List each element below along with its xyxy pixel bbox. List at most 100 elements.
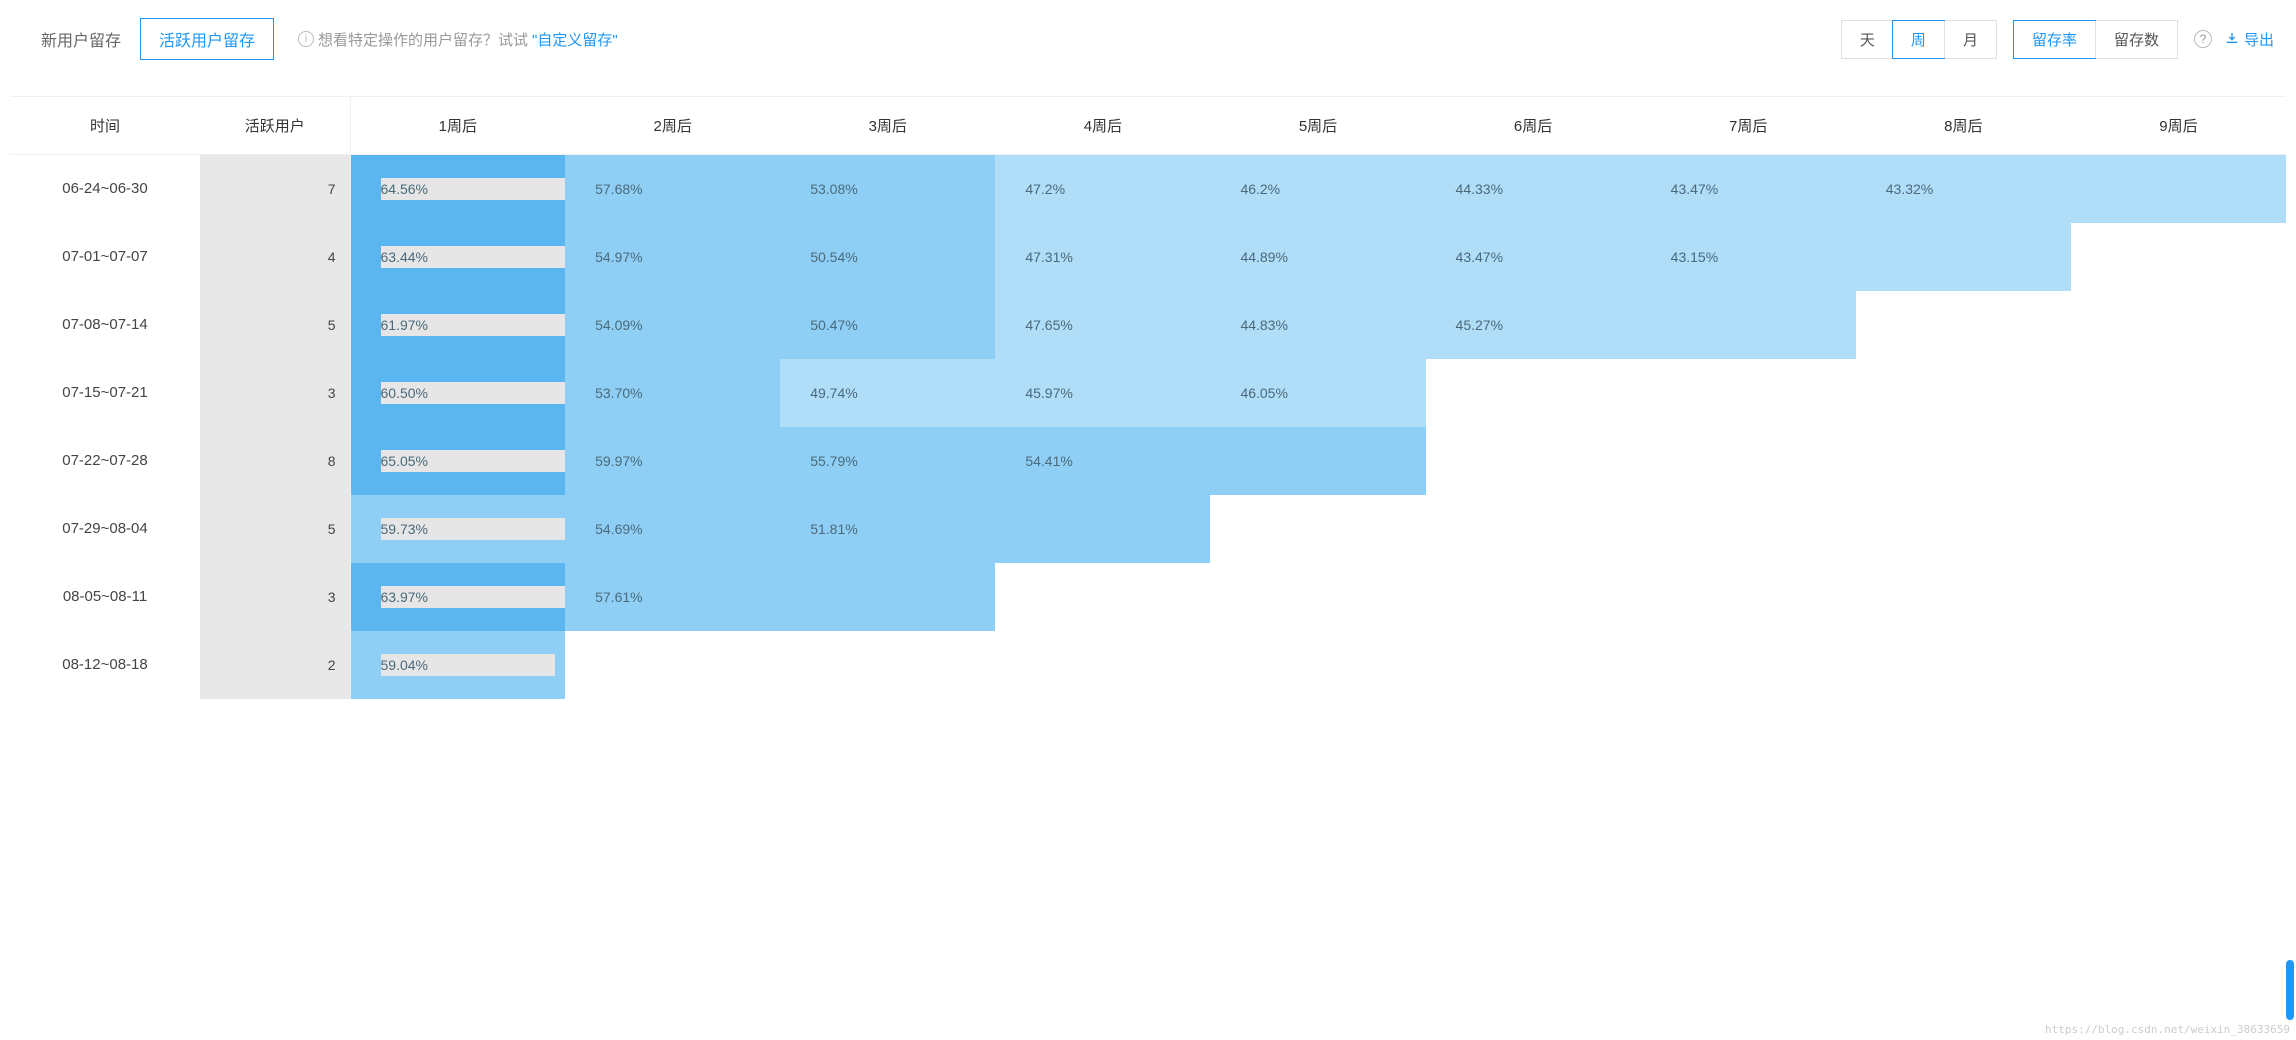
cell-time: 07-01~07-07 (10, 223, 200, 291)
cell-week-5 (1210, 563, 1425, 631)
seg-week[interactable]: 周 (1892, 20, 1945, 59)
cell-week-1: 61.97% (350, 291, 565, 359)
retention-value: 43.15% (1671, 249, 1718, 265)
cell-time: 08-05~08-11 (10, 563, 200, 631)
col-header-week-4: 4周后 (995, 97, 1210, 155)
cell-week-3: 49.74% (780, 359, 995, 427)
cell-week-9 (2071, 563, 2286, 631)
retention-value: 57.68% (595, 181, 642, 197)
retention-value: 54.69% (595, 521, 642, 537)
cell-week-3 (780, 631, 995, 699)
export-label: 导出 (2244, 29, 2274, 50)
retention-table: 时间 活跃用户 1周后2周后3周后4周后5周后6周后7周后8周后9周后 06-2… (10, 97, 2286, 699)
cell-time: 07-15~07-21 (10, 359, 200, 427)
retention-value: 43.47% (1456, 249, 1503, 265)
seg-day[interactable]: 天 (1842, 21, 1893, 58)
cell-active-users: 8 (200, 427, 350, 495)
col-header-week-1: 1周后 (350, 97, 565, 155)
custom-retention-link[interactable]: "自定义留存" (532, 29, 618, 50)
hint-text: i 想看特定操作的用户留存？试试 "自定义留存" (298, 29, 618, 50)
cell-week-7 (1641, 563, 1856, 631)
retention-table-wrap: 时间 活跃用户 1周后2周后3周后4周后5周后6周后7周后8周后9周后 06-2… (10, 96, 2286, 699)
retention-value: 54.97% (595, 249, 642, 265)
retention-value: 51.81% (810, 521, 857, 537)
retention-value: 44.83% (1240, 317, 1287, 333)
export-icon (2224, 31, 2240, 47)
user-type-tabs: 新用户留存 活跃用户留存 (22, 18, 274, 60)
col-header-users: 活跃用户 (200, 97, 350, 155)
scroll-indicator[interactable] (2286, 960, 2294, 1020)
cell-week-6 (1426, 495, 1641, 563)
retention-value: 47.65% (1025, 317, 1072, 333)
cell-week-3: 55.79% (780, 427, 995, 495)
cell-week-2: 53.70% (565, 359, 780, 427)
cell-week-4: 45.97% (995, 359, 1210, 427)
period-segments: 天 周 月 (1841, 20, 1997, 59)
cell-week-3: 51.81% (780, 495, 995, 563)
retention-value: 64.56% (381, 181, 428, 197)
cell-week-7 (1641, 427, 1856, 495)
col-header-week-5: 5周后 (1210, 97, 1425, 155)
cell-week-8 (1856, 223, 2071, 291)
retention-value: 59.97% (595, 453, 642, 469)
cell-week-6: 44.33% (1426, 155, 1641, 223)
seg-rate[interactable]: 留存率 (2013, 20, 2096, 59)
cell-week-5 (1210, 631, 1425, 699)
cell-week-2: 57.68% (565, 155, 780, 223)
seg-count[interactable]: 留存数 (2095, 21, 2177, 58)
cell-active-users: 5 (200, 495, 350, 563)
seg-month[interactable]: 月 (1944, 21, 1996, 58)
cell-week-8 (1856, 427, 2071, 495)
cell-time: 07-08~07-14 (10, 291, 200, 359)
cell-week-6 (1426, 427, 1641, 495)
metric-segments: 留存率 留存数 (2013, 20, 2178, 59)
retention-value: 53.70% (595, 385, 642, 401)
retention-value: 44.89% (1240, 249, 1287, 265)
cell-week-4 (995, 631, 1210, 699)
cell-week-4 (995, 495, 1210, 563)
cell-week-6 (1426, 359, 1641, 427)
cell-week-2: 54.97% (565, 223, 780, 291)
toolbar: 新用户留存 活跃用户留存 i 想看特定操作的用户留存？试试 "自定义留存" 天 … (10, 10, 2286, 68)
watermark: https://blog.csdn.net/weixin_38633659 (2045, 1023, 2290, 1036)
retention-value: 55.79% (810, 453, 857, 469)
cell-active-users: 2 (200, 631, 350, 699)
cell-active-users: 3 (200, 563, 350, 631)
retention-value: 44.33% (1456, 181, 1503, 197)
retention-value: 45.27% (1456, 317, 1503, 333)
cell-week-4: 47.2% (995, 155, 1210, 223)
cell-week-6: 43.47% (1426, 223, 1641, 291)
export-button[interactable]: 导出 (2224, 29, 2274, 50)
tab-new-user[interactable]: 新用户留存 (22, 18, 140, 60)
col-header-week-8: 8周后 (1856, 97, 2071, 155)
help-icon[interactable]: ? (2194, 30, 2212, 48)
cell-week-7 (1641, 631, 1856, 699)
retention-value: 47.31% (1025, 249, 1072, 265)
cell-week-8 (1856, 563, 2071, 631)
cell-week-4: 47.65% (995, 291, 1210, 359)
retention-value: 50.54% (810, 249, 857, 265)
cell-week-1: 63.97% (350, 563, 565, 631)
cell-week-4: 54.41% (995, 427, 1210, 495)
retention-value: 54.09% (595, 317, 642, 333)
cell-week-2: 59.97% (565, 427, 780, 495)
retention-value: 43.32% (1886, 181, 1933, 197)
cell-week-9 (2071, 223, 2286, 291)
cell-week-4 (995, 563, 1210, 631)
cell-active-users: 5 (200, 291, 350, 359)
retention-value: 45.97% (1025, 385, 1072, 401)
cell-week-8 (1856, 359, 2071, 427)
table-row: 07-01~07-07463.44%54.97%50.54%47.31%44.8… (10, 223, 2286, 291)
tab-active-user[interactable]: 活跃用户留存 (140, 18, 274, 60)
cell-week-8 (1856, 631, 2071, 699)
cell-week-5: 46.05% (1210, 359, 1425, 427)
cell-week-1: 63.44% (350, 223, 565, 291)
cell-week-6 (1426, 631, 1641, 699)
cell-time: 06-24~06-30 (10, 155, 200, 223)
table-row: 08-05~08-11363.97%57.61% (10, 563, 2286, 631)
cell-week-2: 57.61% (565, 563, 780, 631)
cell-week-8 (1856, 291, 2071, 359)
col-header-week-2: 2周后 (565, 97, 780, 155)
cell-active-users: 7 (200, 155, 350, 223)
cell-week-2 (565, 631, 780, 699)
